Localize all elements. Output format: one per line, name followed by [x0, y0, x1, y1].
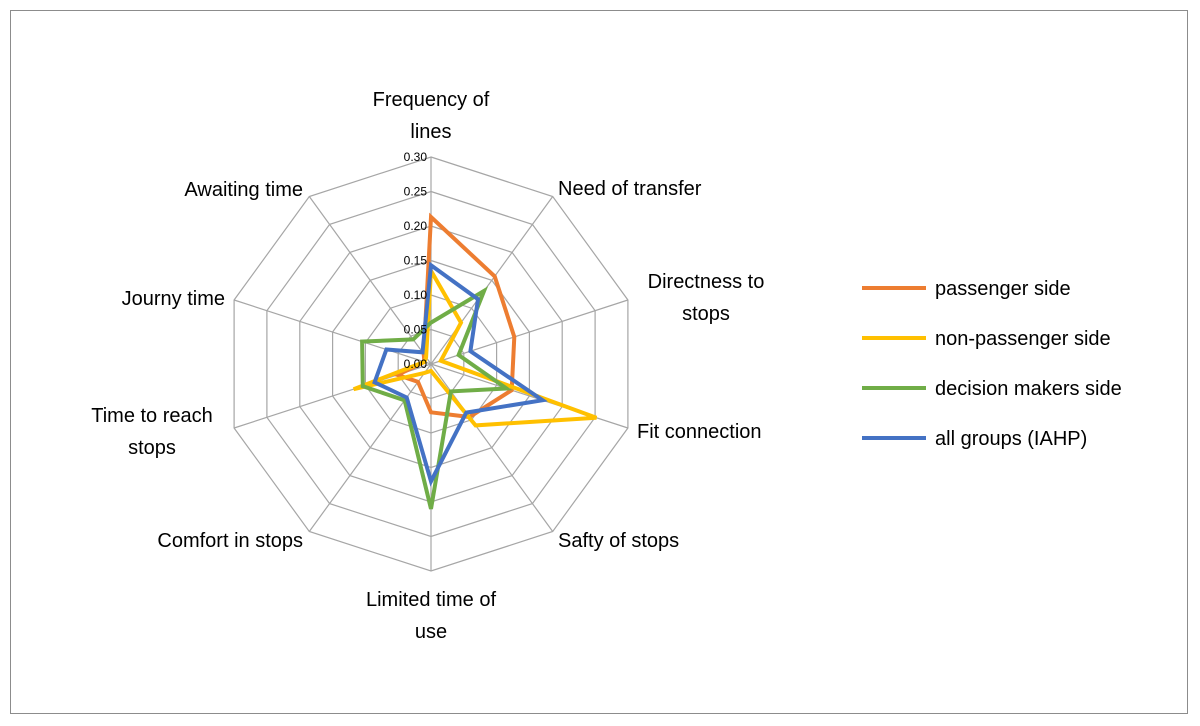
- grid-spoke: [430, 196, 554, 365]
- grid-spoke: [308, 363, 432, 532]
- axis-labels: Frequency of lines Need of transfer Directn…: [91, 89, 764, 643]
- axis-label: Comfort in stops: [157, 530, 303, 552]
- axis-label: Awaiting time: [184, 179, 303, 201]
- axis-label: Journy time: [122, 288, 225, 310]
- legend-label: all groups (IAHP): [935, 428, 1087, 450]
- axis-label: Fit connection: [637, 421, 762, 443]
- axis-label: Frequency of: [373, 89, 490, 111]
- tick-labels: 0.00 0.05 0.10 0.15 0.20 0.25 0.30: [404, 150, 428, 371]
- legend-label: passenger side: [935, 278, 1071, 300]
- axis-label: Limited time of: [366, 589, 496, 611]
- series-line-all-groups-iahp-: [372, 261, 548, 487]
- axis-label: stops: [682, 303, 730, 325]
- chart-frame: [10, 10, 1188, 714]
- tick-label: 0.20: [404, 219, 428, 233]
- axis-label: Time to reach: [91, 405, 213, 427]
- tick-label: 0.15: [404, 254, 428, 268]
- tick-label: 0.00: [404, 357, 428, 371]
- radar-series: [352, 212, 598, 510]
- axis-label: Safty of stops: [558, 530, 679, 552]
- tick-label: 0.10: [404, 288, 428, 302]
- axis-label: lines: [410, 121, 451, 143]
- tick-label: 0.05: [404, 323, 428, 337]
- axis-label: stops: [128, 437, 176, 459]
- axis-label: Directness to: [648, 271, 765, 293]
- tick-label: 0.30: [404, 150, 428, 164]
- legend-label: decision makers side: [935, 378, 1122, 400]
- grid-spoke: [308, 196, 432, 365]
- tick-label: 0.25: [404, 185, 428, 199]
- grid-spoke: [430, 299, 629, 365]
- legend: passenger side non-passenger side decision…: [862, 278, 1122, 450]
- series-line-non-passenger-side: [352, 264, 598, 428]
- legend-label: non-passenger side: [935, 328, 1111, 350]
- grid-spoke: [233, 299, 432, 365]
- axis-label: Need of transfer: [558, 178, 702, 200]
- series-line-decision-makers-side: [360, 286, 513, 510]
- axis-label: use: [415, 621, 447, 643]
